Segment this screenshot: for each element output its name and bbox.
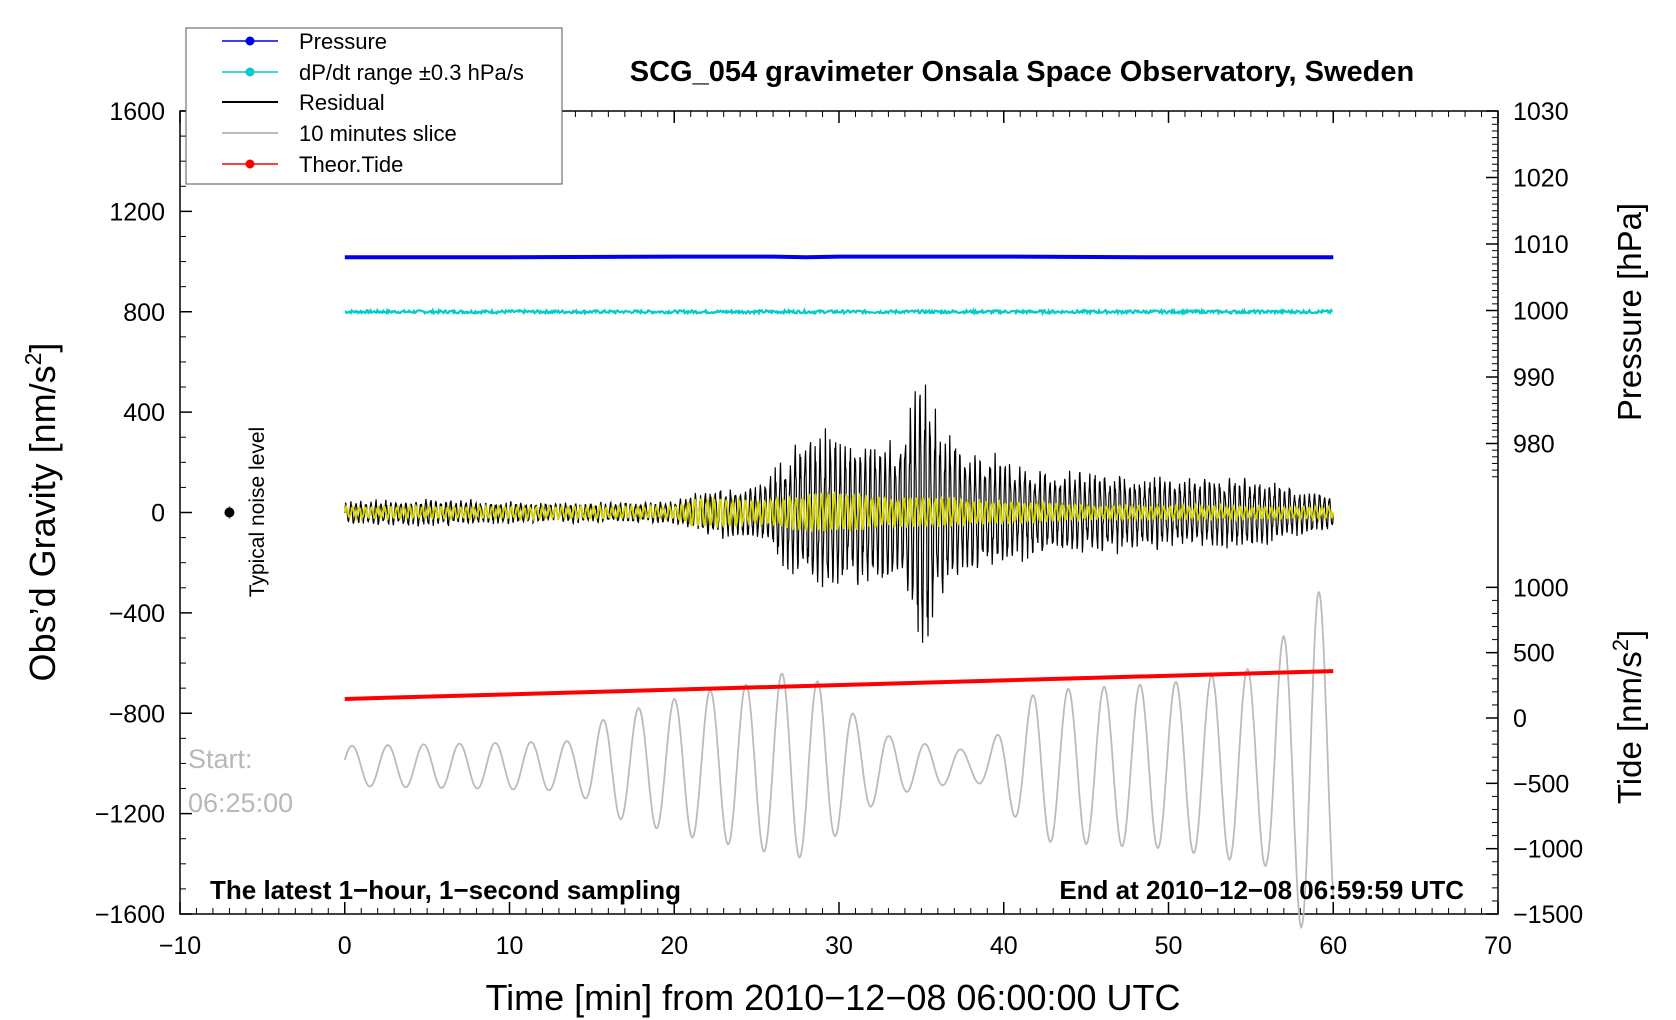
y-tick-label: −400	[109, 600, 165, 628]
x-axis-label: Time [min] from 2010−12−08 06:00:00 UTC	[485, 977, 1180, 1018]
x-tick-label: 10	[496, 932, 524, 960]
pressure-axis: 1030 1020 1010 1000 990 980	[1486, 98, 1569, 478]
y-tick-label: 800	[123, 299, 165, 327]
tide-tick-label: −1500	[1513, 901, 1583, 929]
start-time-label: 06:25:00	[188, 788, 293, 818]
pressure-tick-label: 980	[1513, 431, 1555, 459]
legend-entry-dpdt: dP/dt range ±0.3 hPa/s	[222, 60, 524, 85]
y-tick-label: 1600	[109, 98, 165, 126]
left-y-axis: 1600 1200 800 400 0 −400 −800 −1200 −1600	[95, 98, 192, 929]
x-tick-label: 0	[338, 932, 352, 960]
y-tick-label: −800	[109, 700, 165, 728]
noise-level-marker	[224, 506, 235, 519]
tide-series-line	[344, 669, 1334, 701]
pressure-tick-label: 1000	[1513, 298, 1569, 326]
x-tick-label: 30	[825, 932, 853, 960]
pressure-tick-label: 1020	[1513, 165, 1569, 193]
sampling-note: The latest 1−hour, 1−second sampling	[210, 875, 681, 905]
y-tick-label: −1200	[95, 801, 165, 829]
x-tick-label: 20	[660, 932, 688, 960]
tide-tick-label: −500	[1513, 770, 1569, 798]
slice-series-line	[343, 591, 1335, 930]
start-label: Start:	[188, 744, 253, 774]
legend-entry-residual: Residual	[222, 90, 385, 115]
legend-box	[185, 27, 563, 185]
legend-label-tide: Theor.Tide	[299, 152, 403, 177]
y-tick-label: 1200	[109, 198, 165, 226]
x-tick-label: 60	[1319, 932, 1347, 960]
x-tick-label: 70	[1484, 932, 1512, 960]
chart-title: SCG_054 gravimeter Onsala Space Observat…	[630, 56, 1414, 88]
x-tick-label: 50	[1155, 932, 1183, 960]
y-tick-label: −1600	[95, 901, 165, 929]
legend-label-dpdt: dP/dt range ±0.3 hPa/s	[299, 60, 524, 85]
pressure-tick-label: 1010	[1513, 231, 1569, 259]
legend-label-residual: Residual	[299, 90, 385, 115]
y-tick-label: 400	[123, 399, 165, 427]
y-tick-label: 0	[151, 500, 165, 528]
filtered-residual-line	[343, 490, 1335, 533]
noise-level-label: Typical noise level	[246, 427, 269, 597]
legend-label-slice: 10 minutes slice	[299, 121, 457, 146]
tide-tick-label: 0	[1513, 705, 1527, 733]
tide-tick-label: −1000	[1513, 836, 1583, 864]
tide-tick-label: 1000	[1513, 574, 1569, 602]
left-axis-label: Obs’d Gravity [nm/s2]	[20, 343, 63, 682]
pressure-tick-label: 990	[1513, 364, 1555, 392]
tide-axis: 1000 500 0 −500 −1000 −1500	[1486, 574, 1583, 929]
x-tick-label: −10	[159, 932, 201, 960]
x-axis: −10 0 10 20 30 40 50 60 70	[159, 111, 1512, 960]
legend-entry-slice: 10 minutes slice	[222, 121, 457, 146]
legend-entry-tide: Theor.Tide	[222, 152, 403, 177]
tide-axis-label: Tide [nm/s2]	[1608, 630, 1648, 804]
pressure-tick-label: 1030	[1513, 98, 1569, 126]
legend: Pressure dP/dt range ±0.3 hPa/s Residual…	[185, 27, 563, 185]
pressure-axis-label: Pressure [hPa]	[1611, 203, 1648, 421]
tide-tick-label: 500	[1513, 640, 1555, 668]
pressure-series-line	[344, 254, 1334, 260]
legend-label-pressure: Pressure	[299, 29, 387, 54]
dpdt-series-line	[344, 307, 1334, 317]
legend-entry-pressure: Pressure	[222, 29, 387, 54]
end-time-note: End at 2010−12−08 06:59:59 UTC	[1059, 875, 1464, 905]
x-tick-label: 40	[990, 932, 1018, 960]
